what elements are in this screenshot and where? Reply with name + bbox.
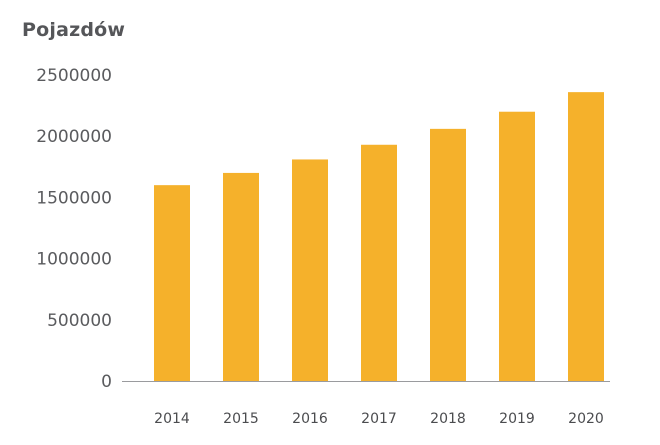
bars — [154, 92, 604, 382]
bar-2016 — [292, 159, 328, 381]
x-axis-labels: 2014 2015 2016 2017 2018 2019 2020 — [154, 411, 604, 427]
x-tick-label: 2020 — [568, 411, 604, 427]
y-tick-label: 2000000 — [36, 127, 112, 147]
bar-2019 — [499, 111, 535, 381]
x-tick-label: 2018 — [430, 411, 466, 427]
y-tick-label: 500000 — [47, 311, 112, 331]
x-tick-label: 2019 — [499, 411, 535, 427]
x-tick-label: 2017 — [361, 411, 397, 427]
y-tick-label: 0 — [101, 372, 112, 392]
y-tick-label: 2500000 — [36, 66, 112, 86]
bar-2020 — [568, 92, 604, 382]
y-tick-label: 1000000 — [36, 250, 112, 270]
bar-2018 — [430, 128, 466, 381]
bar-2014 — [154, 185, 190, 381]
y-tick-label: 1500000 — [36, 188, 112, 208]
x-tick-label: 2015 — [223, 411, 259, 427]
bar-2017 — [361, 144, 397, 381]
bar-2015 — [223, 172, 259, 381]
x-tick-label: 2016 — [292, 411, 328, 427]
x-tick-label: 2014 — [154, 411, 190, 427]
y-axis-labels: 0 500000 1000000 1500000 2000000 2500000 — [36, 66, 112, 392]
chart-title: Pojazdów — [22, 19, 126, 41]
